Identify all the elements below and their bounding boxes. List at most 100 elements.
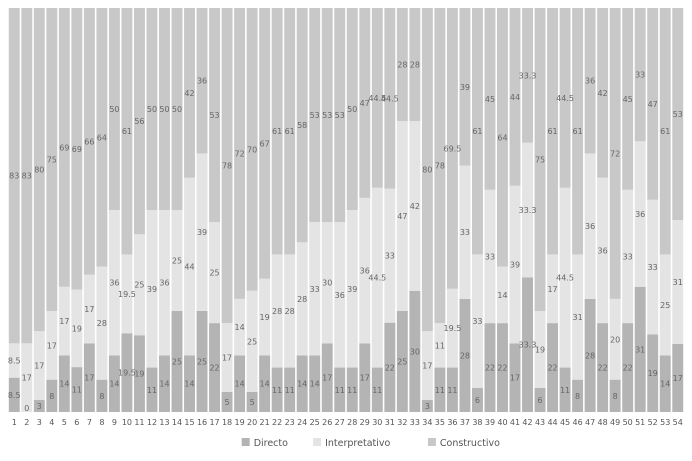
x-tick-label-13: 13 (159, 418, 169, 427)
value-label-directo-50: 22 (623, 364, 633, 373)
value-label-directo-19: 14 (234, 380, 244, 389)
x-tick-label-26: 26 (322, 418, 332, 427)
value-label-interpretativo-34: 17 (422, 362, 432, 371)
bar-directo-3 (33, 399, 45, 412)
bar-constructivo-34 (421, 8, 433, 332)
bar-directo-24 (296, 355, 308, 412)
bar-directo-45 (559, 367, 571, 412)
value-label-interpretativo-28: 39 (347, 285, 357, 294)
value-label-constructivo-12: 50 (147, 105, 157, 114)
bar-constructivo-12 (146, 8, 158, 210)
x-tick-label-48: 48 (598, 418, 608, 427)
value-label-directo-29: 17 (360, 374, 370, 383)
bar-constructivo-38 (471, 8, 483, 255)
x-tick-label-51: 51 (635, 418, 645, 427)
bar-directo-44 (547, 323, 559, 412)
value-label-constructivo-48: 42 (598, 89, 608, 98)
x-tick-label-14: 14 (172, 418, 182, 427)
value-label-interpretativo-15: 44 (184, 263, 194, 272)
x-tick-label-36: 36 (447, 418, 457, 427)
legend-label-directo: Directo (254, 438, 288, 449)
bar-directo-42 (522, 277, 533, 412)
value-label-interpretativo-32: 47 (397, 212, 407, 221)
bar-directo-40 (497, 323, 508, 412)
value-label-directo-2: 0 (24, 404, 29, 413)
bar-directo-52 (647, 334, 659, 412)
value-label-interpretativo-29: 36 (360, 267, 370, 276)
value-label-directo-20: 5 (250, 398, 255, 407)
value-label-interpretativo-46: 31 (572, 313, 582, 322)
x-tick-label-44: 44 (547, 418, 557, 427)
bar-directo-25 (309, 355, 321, 412)
value-label-interpretativo-51: 36 (635, 210, 645, 219)
value-label-directo-37: 28 (460, 351, 470, 360)
value-label-directo-51: 31 (635, 345, 645, 354)
bar-constructivo-49 (609, 8, 621, 299)
value-label-interpretativo-52: 33 (648, 263, 658, 272)
value-label-constructivo-50: 45 (623, 95, 633, 104)
x-tick-label-1: 1 (12, 418, 17, 427)
value-label-constructivo-29: 47 (360, 99, 370, 108)
value-label-directo-28: 11 (347, 386, 357, 395)
value-label-constructivo-5: 69 (59, 143, 69, 152)
bar-interpretativo-20 (246, 290, 258, 392)
value-label-constructivo-37: 39 (460, 83, 470, 92)
value-label-interpretativo-10: 19.5 (118, 290, 136, 299)
value-label-constructivo-27: 53 (335, 111, 345, 120)
bar-interpretativo-47 (584, 153, 596, 299)
bar-interpretativo-50 (622, 189, 634, 324)
bar-directo-13 (159, 355, 170, 412)
x-tick-label-23: 23 (285, 418, 295, 427)
value-label-constructivo-3: 80 (34, 166, 44, 175)
value-label-constructivo-13: 50 (159, 105, 169, 114)
x-tick-label-17: 17 (209, 418, 219, 427)
bar-directo-49 (609, 379, 621, 412)
bar-directo-14 (171, 311, 183, 412)
value-label-interpretativo-30: 44.5 (368, 274, 386, 283)
bar-directo-46 (572, 379, 584, 412)
x-tick-label-6: 6 (74, 418, 79, 427)
bar-constructivo-7 (83, 8, 95, 275)
bar-interpretativo-41 (509, 185, 521, 344)
value-label-constructivo-35: 78 (435, 162, 445, 171)
value-label-interpretativo-39: 33 (485, 252, 495, 261)
value-label-constructivo-44: 61 (547, 127, 557, 136)
bar-directo-11 (133, 335, 145, 412)
bar-directo-48 (597, 323, 609, 412)
x-tick-label-34: 34 (422, 418, 432, 427)
x-tick-label-2: 2 (24, 418, 29, 427)
value-label-directo-9: 14 (109, 380, 119, 389)
value-label-constructivo-4: 75 (47, 156, 57, 165)
bar-constructivo-43 (534, 8, 546, 311)
value-label-directo-46: 8 (575, 392, 580, 401)
x-tick-label-7: 7 (87, 418, 92, 427)
x-tick-label-35: 35 (435, 418, 445, 427)
value-label-interpretativo-25: 33 (310, 285, 320, 294)
value-label-interpretativo-7: 17 (84, 305, 94, 314)
x-tick-label-32: 32 (397, 418, 407, 427)
x-tick-label-15: 15 (184, 418, 194, 427)
value-label-interpretativo-37: 33 (460, 228, 470, 237)
value-label-directo-27: 11 (335, 386, 345, 395)
value-label-interpretativo-4: 17 (47, 341, 57, 350)
value-label-directo-8: 8 (99, 392, 104, 401)
value-label-directo-44: 22 (547, 364, 557, 373)
value-label-constructivo-32: 28 (397, 61, 407, 70)
value-label-interpretativo-19: 14 (234, 323, 244, 332)
x-tick-labels: 1 2 3 4 5 6 7 8 9 10 11 12 13 14 15 16 17 18 19 20 21 22 23 24 2… (12, 418, 683, 427)
value-label-constructivo-23: 61 (285, 127, 295, 136)
value-label-interpretativo-9: 36 (109, 279, 119, 288)
value-label-directo-48: 22 (598, 364, 608, 373)
bar-directo-30 (371, 367, 383, 412)
value-label-interpretativo-53: 25 (660, 301, 670, 310)
bar-interpretativo-32 (396, 121, 408, 312)
bar-interpretativo-9 (108, 210, 120, 356)
x-tick-label-25: 25 (310, 418, 320, 427)
value-label-directo-38: 6 (475, 396, 480, 405)
bar-directo-41 (509, 343, 521, 412)
x-tick-label-47: 47 (585, 418, 595, 427)
legend-swatch-constructivo (427, 438, 436, 446)
bar-directo-51 (634, 286, 646, 412)
bar-interpretativo-7 (83, 274, 95, 344)
value-label-constructivo-38: 61 (472, 127, 482, 136)
